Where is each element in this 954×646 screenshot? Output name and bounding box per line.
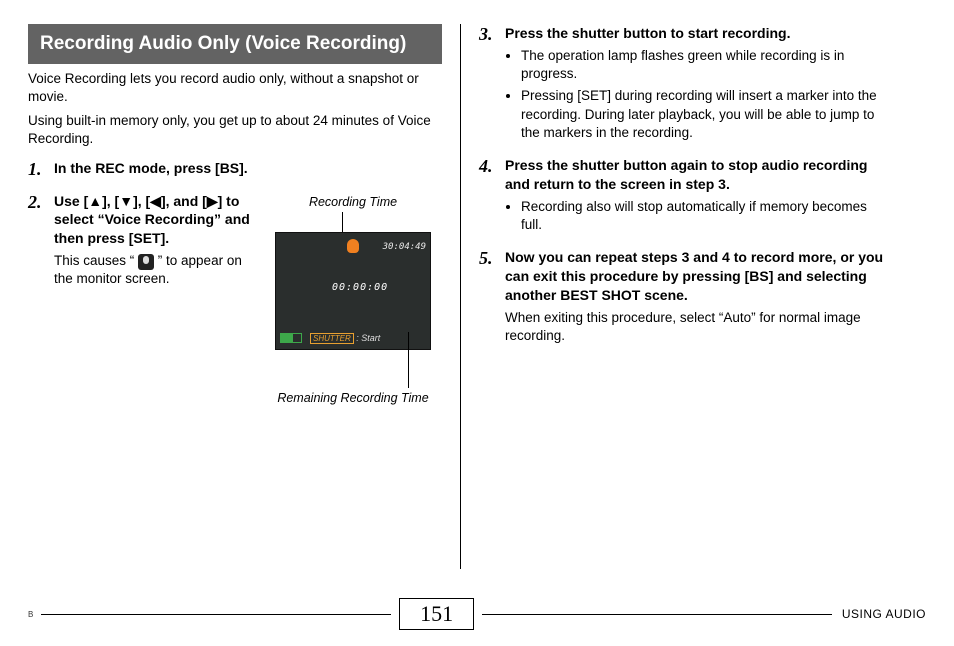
step-3-bullet-1: The operation lamp flashes green while r… bbox=[521, 47, 890, 83]
section-header: Recording Audio Only (Voice Recording) bbox=[28, 24, 442, 64]
intro-paragraph-1: Voice Recording lets you record audio on… bbox=[28, 70, 442, 106]
footer-rule-right bbox=[482, 614, 832, 615]
shutter-start-label: SHUTTER : Start bbox=[310, 332, 380, 345]
mic-icon bbox=[138, 254, 154, 270]
t: Use [ bbox=[54, 193, 88, 209]
battery-icon bbox=[280, 333, 302, 343]
t: ], [ bbox=[102, 193, 119, 209]
footer-mark: B bbox=[28, 610, 41, 619]
footer-rule-left bbox=[41, 614, 391, 615]
footer-section-label: USING AUDIO bbox=[832, 607, 926, 621]
step-1-heading: In the REC mode, press [BS]. bbox=[54, 159, 442, 178]
step-2: 2. Use [▲], [▼], [◀], and [▶] to select … bbox=[28, 192, 442, 408]
intro-paragraph-2: Using built-in memory only, you get up t… bbox=[28, 112, 442, 148]
step-2-note: This causes “ ” to appear on the monitor… bbox=[54, 252, 254, 288]
remaining-time-label: Remaining Recording Time bbox=[264, 390, 442, 407]
t: : Start bbox=[356, 333, 380, 343]
step-5-note: When exiting this procedure, select “Aut… bbox=[505, 309, 890, 345]
page-number: 151 bbox=[399, 598, 474, 630]
step-1-number: 1. bbox=[28, 159, 54, 182]
step-4-heading: Press the shutter button again to stop a… bbox=[505, 156, 890, 194]
remaining-time-value: 30:04:49 bbox=[383, 241, 426, 253]
mic-indicator-icon bbox=[347, 239, 359, 253]
page-footer: B 151 USING AUDIO bbox=[0, 598, 954, 630]
content-columns: Recording Audio Only (Voice Recording) V… bbox=[28, 24, 926, 569]
step-3-bullet-2: Pressing [SET] during recording will ins… bbox=[521, 87, 890, 142]
step-4-number: 4. bbox=[479, 156, 505, 238]
callout-line-bottom bbox=[408, 332, 409, 388]
step-5: 5. Now you can repeat steps 3 and 4 to r… bbox=[479, 248, 890, 345]
step-5-heading: Now you can repeat steps 3 and 4 to reco… bbox=[505, 248, 890, 305]
right-column: 3. Press the shutter button to start rec… bbox=[460, 24, 890, 569]
up-arrow-icon: ▲ bbox=[88, 193, 102, 209]
down-arrow-icon: ▼ bbox=[119, 193, 133, 209]
step-2-number: 2. bbox=[28, 192, 54, 408]
step-3: 3. Press the shutter button to start rec… bbox=[479, 24, 890, 146]
left-column: Recording Audio Only (Voice Recording) V… bbox=[28, 24, 460, 569]
right-arrow-icon: ▶ bbox=[207, 193, 218, 209]
shutter-badge: SHUTTER bbox=[310, 333, 354, 344]
t: This causes “ bbox=[54, 253, 138, 268]
step-4: 4. Press the shutter button again to sto… bbox=[479, 156, 890, 238]
step-3-number: 3. bbox=[479, 24, 505, 146]
t: ], and [ bbox=[161, 193, 207, 209]
manual-page: Recording Audio Only (Voice Recording) V… bbox=[0, 0, 954, 646]
step-3-heading: Press the shutter button to start record… bbox=[505, 24, 890, 43]
step-2-heading: Use [▲], [▼], [◀], and [▶] to select “Vo… bbox=[54, 192, 254, 249]
screenshot-figure: Recording Time 30:04:49 00:00:00 SHUTT bbox=[264, 192, 442, 408]
step-5-number: 5. bbox=[479, 248, 505, 345]
step-4-bullet-1: Recording also will stop automatically i… bbox=[521, 198, 890, 234]
t: ], [ bbox=[133, 193, 150, 209]
left-arrow-icon: ◀ bbox=[150, 193, 161, 209]
recording-time-label: Recording Time bbox=[264, 194, 442, 211]
step-1: 1. In the REC mode, press [BS]. bbox=[28, 159, 442, 182]
elapsed-time-value: 00:00:00 bbox=[332, 281, 388, 295]
